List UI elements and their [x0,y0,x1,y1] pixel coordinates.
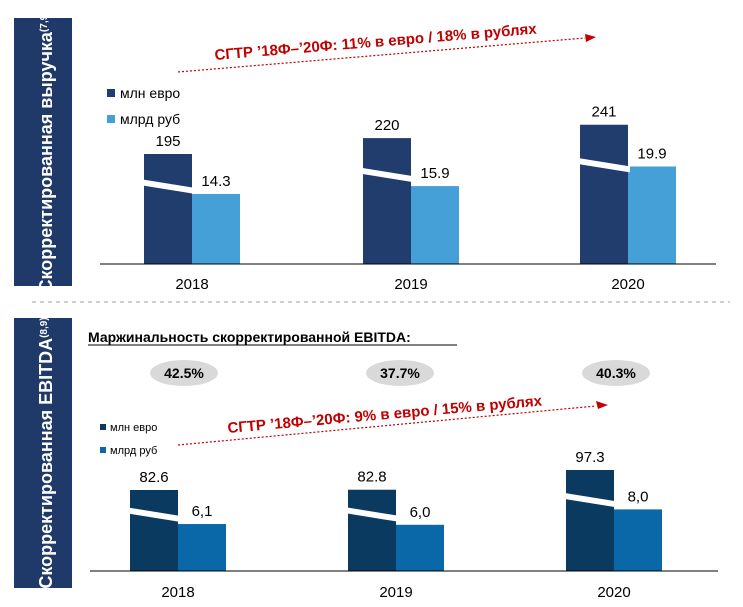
revenue-legend-label-eur: млн евро [120,85,180,101]
ebitda-label-rub-2018: 6,1 [192,503,213,520]
ebitda-cagr-arrowhead [596,401,608,409]
ebitda-side-label: Скорректированная EBITDA(8,9) [36,317,56,588]
ebitda-bar-rub-2018 [178,524,226,571]
ebitda-label-eur-2019: 82.8 [357,469,386,486]
revenue-legend: млн евро млрд руб [107,85,180,127]
ebitda-margin-value-2: 37.7% [380,365,420,381]
revenue-x-ticks: 2018 2019 2020 [175,276,644,293]
ebitda-legend-swatch-eur [100,424,106,430]
revenue-label-rub-2018: 14.3 [201,173,230,190]
revenue-axis-break-2019 [357,167,413,183]
revenue-bar-rub-2019 [411,186,459,264]
ebitda-margin-pill-2 [366,360,434,386]
ebitda-margin-pill-3 [582,360,650,386]
ebitda-cagr-text: СГТР ’18Ф–’20Ф: 9% в евро / 15% в рублях [227,392,543,436]
revenue-tick-2020: 2020 [611,276,644,293]
ebitda-label-eur-2020: 97.3 [575,449,604,466]
revenue-bar-rub-2018 [192,193,240,264]
revenue-axis-break-2018 [138,178,194,194]
revenue-label-rub-2020: 19.9 [637,145,666,162]
revenue-bar-eur-2020 [580,124,628,264]
ebitda-x-ticks: 2018 2019 2020 [161,584,630,601]
ebitda-tick-2018: 2018 [161,584,194,601]
ebitda-margin-value-3: 40.3% [596,365,636,381]
ebitda-tick-2020: 2020 [597,584,630,601]
ebitda-legend-label-rub: млрд руб [110,445,157,457]
revenue-bar-eur-2018 [144,154,192,264]
ebitda-tick-2019: 2019 [379,584,412,601]
revenue-legend-label-rub: млрд руб [120,111,180,127]
revenue-label-eur-2019: 220 [374,117,399,134]
revenue-cagr-arrowhead [585,34,596,42]
ebitda-margin-pill-1 [150,360,218,386]
revenue-label-eur-2020: 241 [591,104,616,121]
revenue-legend-swatch-rub [107,115,115,123]
revenue-tick-2019: 2019 [394,276,427,293]
ebitda-margin-heading: Маржинальность скорректированной EBITDA: [88,329,411,345]
revenue-label-eur-2018: 195 [155,133,180,150]
revenue-bars: 195 14.3 220 15.9 241 19.9 [138,104,676,264]
revenue-side-label: Скорректированная выручка(7,9) [36,12,56,293]
ebitda-cagr-arrow-line [177,405,597,446]
ebitda-bar-rub-2020 [614,509,662,571]
ebitda-bar-eur-2018 [130,490,178,571]
ebitda-axis-break-2018 [124,506,180,522]
revenue-bar-rub-2020 [628,166,676,264]
ebitda-bars: 82.6 6,1 82.8 6,0 97.3 8,0 [124,449,662,571]
revenue-legend-swatch-eur [107,89,115,97]
revenue-bar-eur-2019 [363,138,411,264]
ebitda-legend-label-eur: млн евро [110,422,157,434]
ebitda-cagr-annotation: СГТР ’18Ф–’20Ф: 9% в евро / 15% в рублях [177,392,608,446]
revenue-cagr-arrow-line [177,37,586,73]
ebitda-label-rub-2020: 8,0 [628,488,649,505]
revenue-axis-break-2020 [574,157,630,173]
ebitda-margin-value-1: 42.5% [164,365,204,381]
revenue-tick-2018: 2018 [175,276,208,293]
ebitda-margin-pills: 42.5% 37.7% 40.3% [150,360,650,386]
revenue-cagr-text: СГТР ’18Ф–’20Ф: 11% в евро / 18% в рубля… [214,21,538,64]
ebitda-bar-rub-2019 [396,524,444,571]
ebitda-axis-break-2019 [342,506,398,522]
ebitda-bar-eur-2020 [566,470,614,571]
revenue-label-rub-2019: 15.9 [420,165,449,182]
ebitda-side-band [14,318,72,588]
ebitda-legend-swatch-rub [100,447,106,453]
revenue-cagr-annotation: СГТР ’18Ф–’20Ф: 11% в евро / 18% в рубля… [177,21,596,73]
ebitda-axis-break-2020 [560,492,616,508]
ebitda-bar-eur-2019 [348,489,396,571]
revenue-side-band [14,18,72,286]
ebitda-label-eur-2018: 82.6 [139,469,168,486]
ebitda-legend: млн евро млрд руб [100,422,157,457]
ebitda-label-rub-2019: 6,0 [410,504,431,521]
